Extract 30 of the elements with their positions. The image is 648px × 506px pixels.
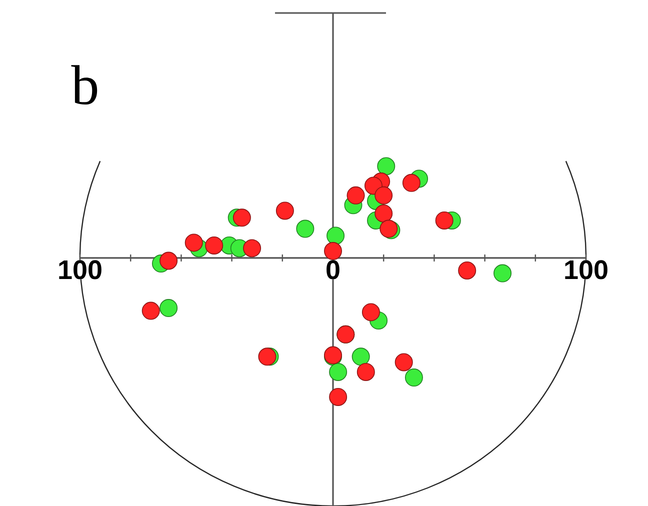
- point: [458, 261, 476, 280]
- x-tick-label: 100: [565, 260, 608, 280]
- point: [329, 362, 348, 381]
- point: [394, 353, 413, 372]
- point: [160, 252, 178, 270]
- point: [232, 208, 251, 227]
- point: [356, 362, 375, 381]
- x-tick-label: 100: [59, 260, 102, 280]
- x-tick-label: 0: [326, 260, 340, 280]
- point: [402, 174, 420, 192]
- point: [362, 303, 380, 322]
- point: [276, 202, 294, 220]
- point: [404, 368, 423, 387]
- point: [326, 226, 345, 245]
- point: [374, 204, 393, 223]
- chart-title: b: [71, 65, 98, 105]
- point: [329, 388, 348, 406]
- point: [352, 348, 370, 366]
- point: [324, 242, 342, 260]
- point: [205, 236, 224, 254]
- point: [243, 239, 262, 258]
- point: [184, 234, 203, 252]
- point: [494, 264, 512, 282]
- point: [374, 186, 393, 204]
- point: [142, 302, 160, 320]
- point: [377, 157, 396, 176]
- point: [296, 220, 314, 238]
- point: [435, 211, 454, 230]
- point: [346, 186, 365, 204]
- point: [160, 299, 178, 318]
